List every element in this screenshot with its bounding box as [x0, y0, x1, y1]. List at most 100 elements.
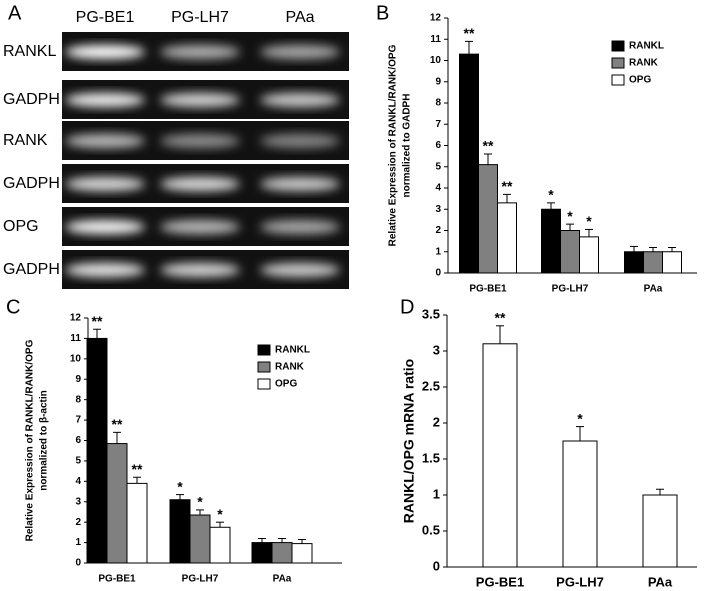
gel-band — [260, 220, 340, 234]
significance: * — [197, 494, 203, 510]
significance: ** — [502, 178, 513, 194]
legend-label: RANKL — [275, 345, 310, 356]
y-tick-label: 2 — [435, 225, 441, 236]
bar — [478, 164, 498, 274]
legend-swatch — [611, 74, 625, 86]
y-tick-label: 11 — [70, 333, 81, 344]
y-axis-label: normalized to GADPH — [402, 94, 413, 198]
significance: * — [586, 213, 592, 229]
y-tick-label: 6 — [435, 140, 441, 151]
y-tick-label: 2 — [75, 517, 81, 528]
y-tick-label: 7 — [75, 415, 81, 426]
y-axis-label: Relative Expression of RANKL/RANK/OPG — [25, 339, 36, 541]
y-tick-label: 1 — [75, 537, 81, 548]
significance: * — [177, 478, 183, 494]
y-tick-label: 9 — [75, 374, 81, 385]
y-tick-label: 0 — [75, 558, 81, 569]
y-tick-label: 12 — [430, 13, 442, 24]
y-tick-label: 9 — [435, 76, 441, 87]
x-tick-label: PAa — [648, 574, 673, 589]
y-tick-label: 4 — [435, 183, 441, 194]
bar — [482, 343, 518, 568]
y-tick-label: 1 — [435, 246, 441, 257]
y-tick-label: 5 — [435, 161, 441, 172]
significance: ** — [483, 138, 494, 154]
y-tick-label: 3 — [435, 204, 441, 215]
bar — [579, 236, 599, 274]
gel-band — [260, 134, 340, 148]
bar — [169, 499, 191, 564]
row-label: OPG — [3, 218, 39, 235]
gel-band — [260, 263, 340, 277]
legend-swatch — [257, 361, 271, 373]
y-axis-label: Relative Expression of RANKL/RANK/OPG — [388, 44, 399, 246]
y-tick-label: 12 — [70, 313, 82, 324]
gel-band — [260, 177, 340, 191]
significance: * — [567, 208, 573, 224]
bar — [251, 542, 273, 564]
y-tick-label: 3 — [433, 342, 440, 357]
lane-label: PG-BE1 — [76, 9, 135, 26]
bar — [271, 542, 293, 564]
gel-band — [160, 263, 240, 277]
bar — [86, 337, 108, 564]
x-tick-label: PAa — [644, 284, 663, 295]
significance: * — [217, 506, 223, 522]
legend-swatch — [611, 40, 625, 52]
panel-label: A — [8, 2, 22, 24]
bar — [106, 443, 128, 564]
y-tick-label: 6 — [75, 435, 81, 446]
x-tick-label: PAa — [273, 574, 292, 585]
legend-swatch — [611, 57, 625, 69]
y-tick-label: 2 — [433, 414, 440, 429]
x-tick-label: PG-BE1 — [469, 284, 507, 295]
gel-band — [65, 177, 145, 191]
y-tick-label: 3 — [75, 496, 81, 507]
significance: ** — [132, 461, 143, 477]
panel-label: B — [376, 2, 389, 24]
x-tick-label: PG-LH7 — [556, 574, 604, 589]
legend-swatch — [257, 378, 271, 390]
row-label: GADPH — [3, 175, 60, 192]
y-tick-label: 5 — [75, 456, 81, 467]
gel-band — [160, 93, 240, 107]
bar — [560, 230, 580, 274]
y-tick-label: 11 — [430, 34, 441, 45]
row-label: RANKL — [3, 43, 56, 60]
significance: ** — [112, 416, 123, 432]
bar — [624, 251, 644, 274]
gel-band — [160, 220, 240, 234]
y-tick-label: 8 — [75, 394, 81, 405]
legend-label: OPG — [629, 75, 651, 86]
row-label: GADPH — [3, 91, 60, 108]
y-tick-label: 10 — [70, 353, 82, 364]
y-tick-label: 0 — [433, 558, 440, 573]
bar — [291, 543, 313, 564]
gel-band — [160, 134, 240, 148]
significance: ** — [495, 310, 506, 326]
gel-band — [260, 45, 340, 59]
x-tick-label: PG-BE1 — [98, 574, 136, 585]
significance: ** — [464, 25, 475, 41]
gel-band — [160, 177, 240, 191]
y-axis-label: normalized to β-actin — [39, 390, 50, 491]
panel-label: C — [6, 296, 20, 318]
row-label: RANK — [3, 132, 48, 149]
gel-band — [65, 93, 145, 107]
gel-band — [65, 134, 145, 148]
significance: * — [577, 410, 583, 426]
x-tick-label: PG-BE1 — [476, 574, 524, 589]
legend-label: RANKL — [629, 41, 664, 52]
gel-band — [65, 263, 145, 277]
panel-label: D — [400, 296, 414, 318]
legend-label: RANK — [629, 58, 659, 69]
gel-band — [65, 220, 145, 234]
y-tick-label: 0.5 — [422, 522, 440, 537]
x-tick-label: PG-LH7 — [552, 284, 589, 295]
lane-label: PAa — [285, 9, 314, 26]
y-tick-label: 1 — [433, 486, 440, 501]
significance: * — [548, 187, 554, 203]
bar — [662, 251, 682, 274]
y-axis-label: RANKL/OPG mRNA ratio — [401, 359, 417, 523]
